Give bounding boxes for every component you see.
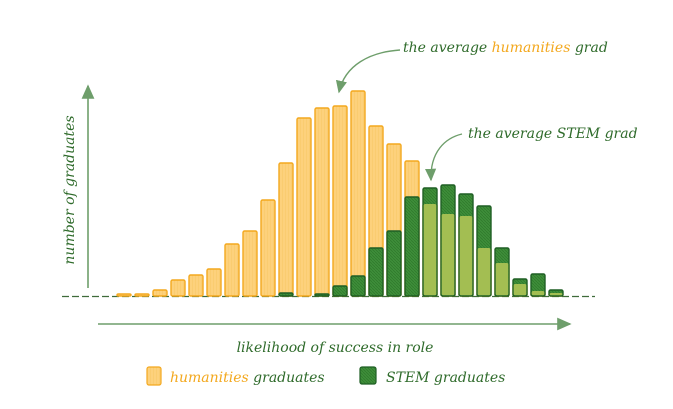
bar-humanities-13 [332, 105, 348, 297]
bar-humanities-14 [350, 90, 366, 297]
bar-overlap-22 [495, 263, 509, 296]
annotation-stem-arrow [425, 133, 463, 182]
bar-overlap-21 [477, 248, 491, 296]
bar-stem-17 [404, 196, 420, 297]
legend: humanities graduates STEM graduates [146, 366, 505, 386]
bar-humanities-6 [206, 268, 222, 297]
annotation-humanities-highlight: humanities [492, 40, 571, 56]
bar-humanities-8 [242, 230, 258, 297]
bar-stem-15 [368, 247, 384, 297]
bar-stem-12 [314, 293, 330, 297]
bar-overlap-23 [513, 284, 527, 296]
y-axis-label: number of graduates [62, 115, 78, 264]
bar-humanities-3 [152, 289, 168, 297]
bar-overlap-24 [531, 291, 545, 296]
annotation-stem: the average STEM grad [468, 126, 638, 142]
legend-humanities-suffix: graduates [249, 370, 325, 386]
bar-humanities-5 [188, 274, 204, 297]
bar-stem-13 [332, 285, 348, 297]
legend-label-humanities: humanities graduates [170, 370, 325, 386]
legend-label-stem: STEM graduates [386, 370, 505, 386]
bar-humanities-4 [170, 279, 186, 297]
bar-humanities-7 [224, 243, 240, 297]
bar-humanities-2 [134, 293, 150, 297]
legend-swatch-humanities [146, 366, 162, 386]
bar-stem-24 [530, 273, 546, 297]
bars-group [116, 90, 564, 297]
annotation-humanities: the average humanities grad [403, 40, 608, 56]
annotation-humanities-prefix: the average [403, 40, 492, 56]
bar-overlap-18 [423, 204, 437, 296]
legend-humanities-highlight: humanities [170, 370, 249, 386]
bar-stem-14 [350, 275, 366, 297]
bar-humanities-12 [314, 107, 330, 297]
annotation-humanities-arrow [335, 49, 401, 94]
bar-humanities-10 [278, 162, 294, 297]
bar-humanities-9 [260, 199, 276, 297]
bar-overlap-20 [459, 216, 473, 296]
bar-stem-16 [386, 230, 402, 297]
bar-humanities-11 [296, 117, 312, 297]
annotation-humanities-suffix: grad [570, 40, 607, 56]
bar-humanities-1 [116, 293, 132, 297]
bar-overlap-19 [441, 214, 455, 296]
legend-swatch-stem [359, 366, 377, 385]
bar-overlap-25 [549, 293, 563, 296]
bar-stem-10 [278, 292, 294, 297]
x-axis-label: likelihood of success in role [237, 340, 434, 356]
